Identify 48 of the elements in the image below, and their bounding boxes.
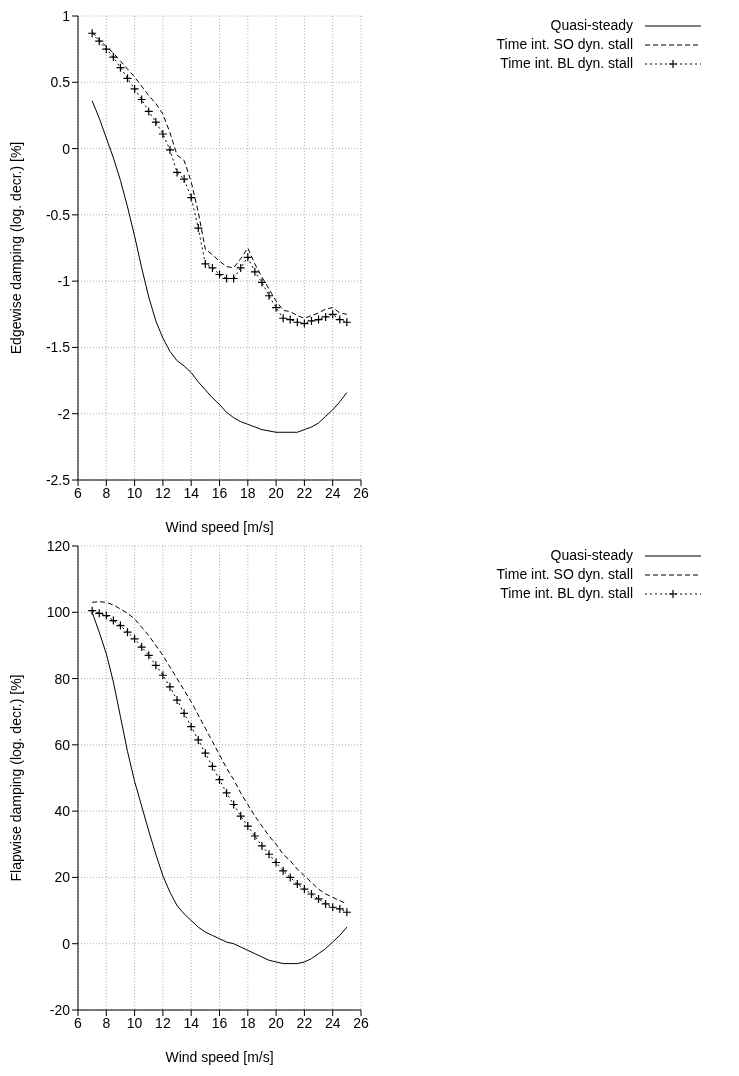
x-tick-label: 6: [74, 1014, 83, 1031]
legend-label: Quasi-steady: [550, 546, 633, 565]
y-tick-label: -1: [57, 273, 71, 290]
x-tick-label: 20: [268, 484, 285, 501]
y-tick-label: 20: [54, 869, 71, 886]
x-tick-label: 12: [155, 1014, 171, 1031]
y-tick-label: 100: [46, 604, 71, 621]
y-tick-label: 0: [62, 140, 71, 157]
x-tick-label: 10: [126, 1014, 143, 1031]
x-tick-label: 20: [268, 1014, 285, 1031]
x-tick-label: 16: [211, 1014, 228, 1031]
legend-label: Time int. BL dyn. stall: [500, 584, 633, 603]
legend-label: Time int. BL dyn. stall: [500, 54, 633, 73]
legend-label: Quasi-steady: [550, 16, 633, 35]
y-tick-label: 120: [46, 537, 71, 554]
y-tick-label: 0: [62, 935, 71, 952]
y-tick-label: 0.5: [50, 74, 71, 91]
y-tick-label: -0.5: [45, 206, 71, 223]
y-tick-label: -2: [57, 405, 71, 422]
x-axis-title: Wind speed [m/s]: [165, 519, 274, 535]
y-tick-label: -20: [49, 1001, 71, 1018]
y-axis-title: Edgewise damping (log. decr.) [%]: [7, 141, 24, 355]
legend-label: Time int. SO dyn. stall: [496, 35, 633, 54]
y-tick-label: 40: [54, 803, 71, 820]
x-tick-label: 8: [102, 484, 111, 501]
x-tick-label: 18: [240, 484, 256, 501]
x-tick-label: 14: [183, 1014, 200, 1031]
y-tick-label: 60: [54, 736, 71, 753]
y-tick-label: -1.5: [45, 339, 71, 356]
y-axis-title: Flapwise damping (log. decr.) [%]: [7, 674, 24, 882]
x-tick-label: 26: [353, 484, 369, 501]
x-tick-label: 12: [155, 484, 171, 501]
x-tick-label: 10: [126, 484, 143, 501]
y-tick-label: -2.5: [45, 471, 71, 488]
x-tick-label: 14: [183, 484, 200, 501]
legend-label: Time int. SO dyn. stall: [496, 565, 633, 584]
x-tick-label: 26: [353, 1014, 369, 1031]
x-tick-label: 16: [211, 484, 228, 501]
x-tick-label: 6: [74, 484, 83, 501]
x-tick-label: 18: [240, 1014, 256, 1031]
x-tick-label: 24: [324, 1014, 341, 1031]
x-tick-label: 24: [324, 484, 341, 501]
x-tick-label: 8: [102, 1014, 111, 1031]
y-tick-label: 80: [54, 670, 71, 687]
x-tick-label: 22: [296, 1014, 313, 1031]
y-tick-label: 1: [62, 7, 71, 24]
x-axis-title: Wind speed [m/s]: [165, 1049, 274, 1065]
x-tick-label: 22: [296, 484, 313, 501]
